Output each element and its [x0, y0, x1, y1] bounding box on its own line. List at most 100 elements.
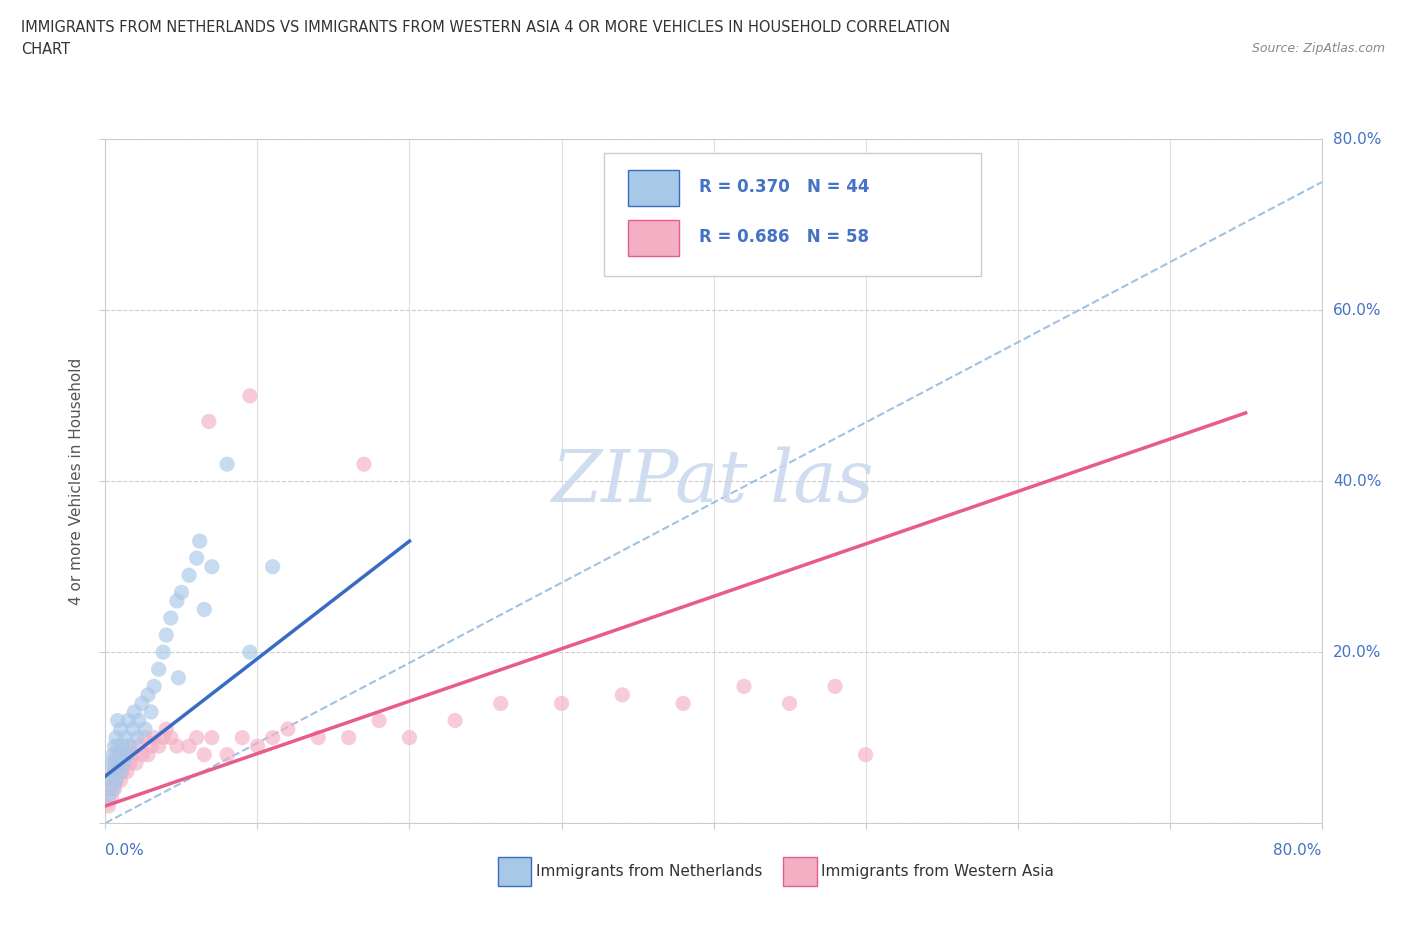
Point: [101, 748, 124, 763]
Point: [134, 722, 156, 737]
Text: ZIPat las: ZIPat las: [553, 446, 875, 516]
Text: R = 0.370   N = 44: R = 0.370 N = 44: [699, 179, 869, 196]
Point: [143, 679, 166, 694]
Point: [201, 559, 224, 574]
Point: [177, 738, 200, 753]
Point: [121, 722, 143, 737]
Point: [125, 756, 148, 771]
Text: 0.0%: 0.0%: [105, 844, 145, 858]
Point: [131, 748, 153, 763]
Text: IMMIGRANTS FROM NETHERLANDS VS IMMIGRANTS FROM WESTERN ASIA 4 OR MORE VEHICLES I: IMMIGRANTS FROM NETHERLANDS VS IMMIGRANT…: [21, 20, 950, 35]
Point: [672, 696, 695, 711]
FancyBboxPatch shape: [628, 170, 679, 206]
Point: [98, 781, 121, 796]
Point: [105, 748, 128, 763]
Point: [100, 790, 122, 804]
Point: [143, 730, 166, 745]
Point: [110, 764, 132, 779]
Text: 60.0%: 60.0%: [1333, 303, 1381, 318]
Point: [108, 748, 131, 763]
Point: [170, 585, 193, 600]
Point: [337, 730, 360, 745]
Point: [108, 756, 131, 771]
Point: [489, 696, 512, 711]
Point: [110, 748, 132, 763]
Point: [101, 764, 124, 779]
Point: [112, 756, 135, 771]
Point: [246, 738, 269, 753]
Point: [612, 687, 634, 702]
Point: [855, 748, 877, 763]
Point: [118, 756, 141, 771]
Text: Source: ZipAtlas.com: Source: ZipAtlas.com: [1251, 42, 1385, 55]
Point: [155, 628, 177, 643]
Point: [733, 679, 755, 694]
Point: [121, 748, 143, 763]
Point: [101, 781, 124, 796]
Text: Immigrants from Netherlands: Immigrants from Netherlands: [536, 864, 762, 879]
Point: [97, 790, 120, 804]
Point: [136, 748, 159, 763]
Point: [231, 730, 253, 745]
Point: [131, 696, 153, 711]
Point: [98, 773, 121, 788]
Text: 80.0%: 80.0%: [1333, 132, 1381, 147]
Point: [110, 773, 132, 788]
Point: [166, 738, 188, 753]
Point: [148, 662, 170, 677]
Point: [217, 748, 239, 763]
Point: [550, 696, 572, 711]
Point: [262, 730, 284, 745]
Point: [177, 568, 200, 583]
Y-axis label: 4 or more Vehicles in Household: 4 or more Vehicles in Household: [69, 358, 84, 604]
Point: [277, 722, 299, 737]
Point: [105, 773, 128, 788]
Point: [307, 730, 329, 745]
Point: [139, 705, 162, 720]
Point: [262, 559, 284, 574]
Point: [239, 389, 262, 404]
Point: [118, 738, 141, 753]
Point: [107, 713, 129, 728]
Point: [103, 764, 125, 779]
Point: [193, 602, 215, 617]
Point: [152, 730, 174, 745]
Point: [148, 738, 170, 753]
Point: [115, 748, 138, 763]
Point: [103, 756, 125, 771]
Point: [105, 730, 128, 745]
Point: [186, 551, 208, 565]
Point: [198, 414, 221, 429]
Point: [107, 738, 129, 753]
Point: [239, 644, 262, 659]
Point: [188, 534, 211, 549]
Point: [136, 687, 159, 702]
Point: [114, 748, 136, 763]
Point: [107, 764, 129, 779]
Point: [127, 730, 149, 745]
Point: [186, 730, 208, 745]
Point: [103, 738, 125, 753]
Point: [193, 748, 215, 763]
Point: [103, 781, 125, 796]
Point: [115, 764, 138, 779]
Point: [139, 738, 162, 753]
FancyBboxPatch shape: [605, 153, 981, 276]
Point: [117, 713, 139, 728]
Text: Immigrants from Western Asia: Immigrants from Western Asia: [821, 864, 1054, 879]
Point: [353, 457, 375, 472]
Text: CHART: CHART: [21, 42, 70, 57]
Point: [110, 722, 132, 737]
Point: [398, 730, 420, 745]
Point: [112, 756, 135, 771]
Text: 40.0%: 40.0%: [1333, 473, 1381, 489]
Point: [117, 738, 139, 753]
Point: [159, 730, 181, 745]
Point: [107, 756, 129, 771]
Point: [134, 730, 156, 745]
Point: [111, 764, 134, 779]
Point: [201, 730, 224, 745]
Point: [111, 738, 134, 753]
Point: [155, 722, 177, 737]
Point: [105, 773, 128, 788]
